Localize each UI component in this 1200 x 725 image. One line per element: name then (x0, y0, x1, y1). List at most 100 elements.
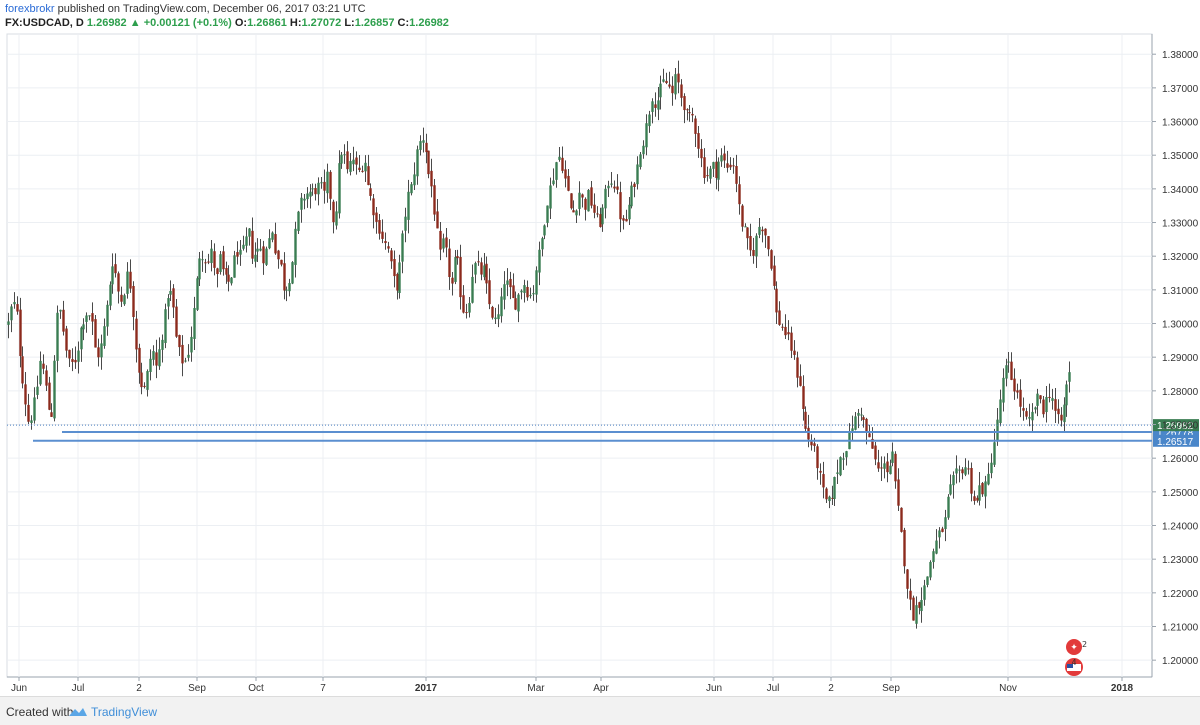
candle-body (483, 265, 486, 278)
candle-body (143, 385, 146, 387)
candle-body (193, 307, 196, 339)
candle-body (781, 326, 784, 328)
time-axis[interactable]: Jun Jul 2 Sep Oct 7 2017 Mar Apr Jun Jul 2 Sep Nov 201… (11, 677, 1134, 694)
candle-body (1002, 377, 1005, 403)
candle-body (970, 467, 973, 494)
candle-body (549, 185, 552, 209)
candle-body (732, 165, 735, 167)
candle-body (674, 74, 677, 95)
candle-body (268, 238, 271, 249)
candle-body (671, 85, 674, 94)
candle-body (651, 101, 654, 112)
candle-body (717, 161, 720, 180)
candle-body (938, 530, 941, 538)
candle-body (375, 212, 378, 222)
tradingview-brand-link[interactable]: TradingView (91, 705, 158, 719)
candle-body (720, 155, 723, 162)
candle-body (845, 451, 848, 458)
candle-body (1034, 407, 1037, 410)
candle-body (596, 213, 599, 215)
candle-body (384, 241, 387, 244)
candle-body (274, 234, 277, 254)
flag-badge-icon[interactable]: ✦ 2 4 (1062, 638, 1096, 678)
candle-body (401, 233, 404, 262)
candle-body (854, 416, 857, 430)
candle-body (425, 142, 428, 153)
candle-body (993, 442, 996, 465)
candle-body (929, 561, 932, 578)
candle-body (53, 360, 56, 419)
symbol-name: FX:USDCAD, D (5, 17, 84, 29)
candle-body (106, 304, 109, 327)
candle-body (857, 412, 860, 416)
candle-body (787, 332, 790, 335)
candle-body (694, 118, 697, 134)
candle-body (514, 298, 517, 310)
candle-body (517, 294, 520, 312)
price-axis[interactable]: 1.20000 1.21000 1.22000 1.23000 1.24000 1.250… (1152, 50, 1199, 667)
candle-body (169, 290, 172, 295)
candle-body (793, 350, 796, 355)
candle-body (958, 469, 961, 471)
candle-body (135, 318, 138, 350)
candle-body (654, 104, 657, 108)
candle-body (1051, 398, 1054, 401)
candle-body (158, 349, 161, 367)
candle-body (683, 96, 686, 111)
candle-body (233, 255, 236, 278)
candle-body (1063, 404, 1066, 423)
candle-body (474, 263, 477, 275)
candle-body (567, 175, 570, 191)
candle-body (587, 190, 590, 212)
last-price-label: 1.26982 (1157, 421, 1194, 432)
created-with-text: Created with (6, 705, 74, 719)
candle-body (7, 321, 10, 325)
candle-body (172, 288, 175, 308)
candle-body (178, 335, 181, 348)
candle-body (291, 262, 294, 284)
candle-body (599, 214, 602, 227)
candle-body (538, 249, 541, 273)
candle-body (920, 600, 923, 612)
candle-body (329, 171, 332, 199)
candle-body (758, 226, 761, 235)
candle-body (584, 198, 587, 210)
candle-body (749, 236, 752, 251)
candle-body (880, 467, 883, 469)
candle-body (688, 112, 691, 114)
candle-body (422, 140, 425, 143)
candle-body (149, 358, 152, 372)
candle-body (311, 188, 314, 190)
candle-body (506, 280, 509, 285)
candle-body (439, 230, 442, 250)
candle-body (723, 153, 726, 161)
candle-body (715, 161, 718, 178)
candle-body (680, 84, 683, 98)
candle-body (109, 284, 112, 306)
candle-body (355, 157, 358, 165)
candle-body (297, 211, 300, 231)
candle-body (1060, 414, 1063, 421)
candle-body (45, 370, 48, 386)
price-tick-label: 1.37000 (1162, 84, 1199, 95)
candle-body (306, 193, 309, 200)
author-link[interactable]: forexbrokr (5, 3, 55, 15)
candle-body (126, 271, 129, 294)
candle-body (941, 528, 944, 532)
candle-body (77, 350, 80, 362)
candle-body (59, 309, 62, 312)
candle-body (100, 343, 103, 358)
candle-body (1039, 395, 1042, 400)
candle-body (367, 166, 370, 186)
candle-body (465, 312, 468, 314)
candle-body (288, 283, 291, 292)
candle-body (746, 227, 749, 239)
candle-body (575, 210, 578, 216)
candle-body (570, 193, 573, 209)
candle-body (251, 230, 254, 259)
candle-body (555, 162, 558, 180)
candle-body (999, 399, 1002, 423)
time-tick-label: Sep (188, 683, 206, 694)
candle-body (741, 205, 744, 227)
